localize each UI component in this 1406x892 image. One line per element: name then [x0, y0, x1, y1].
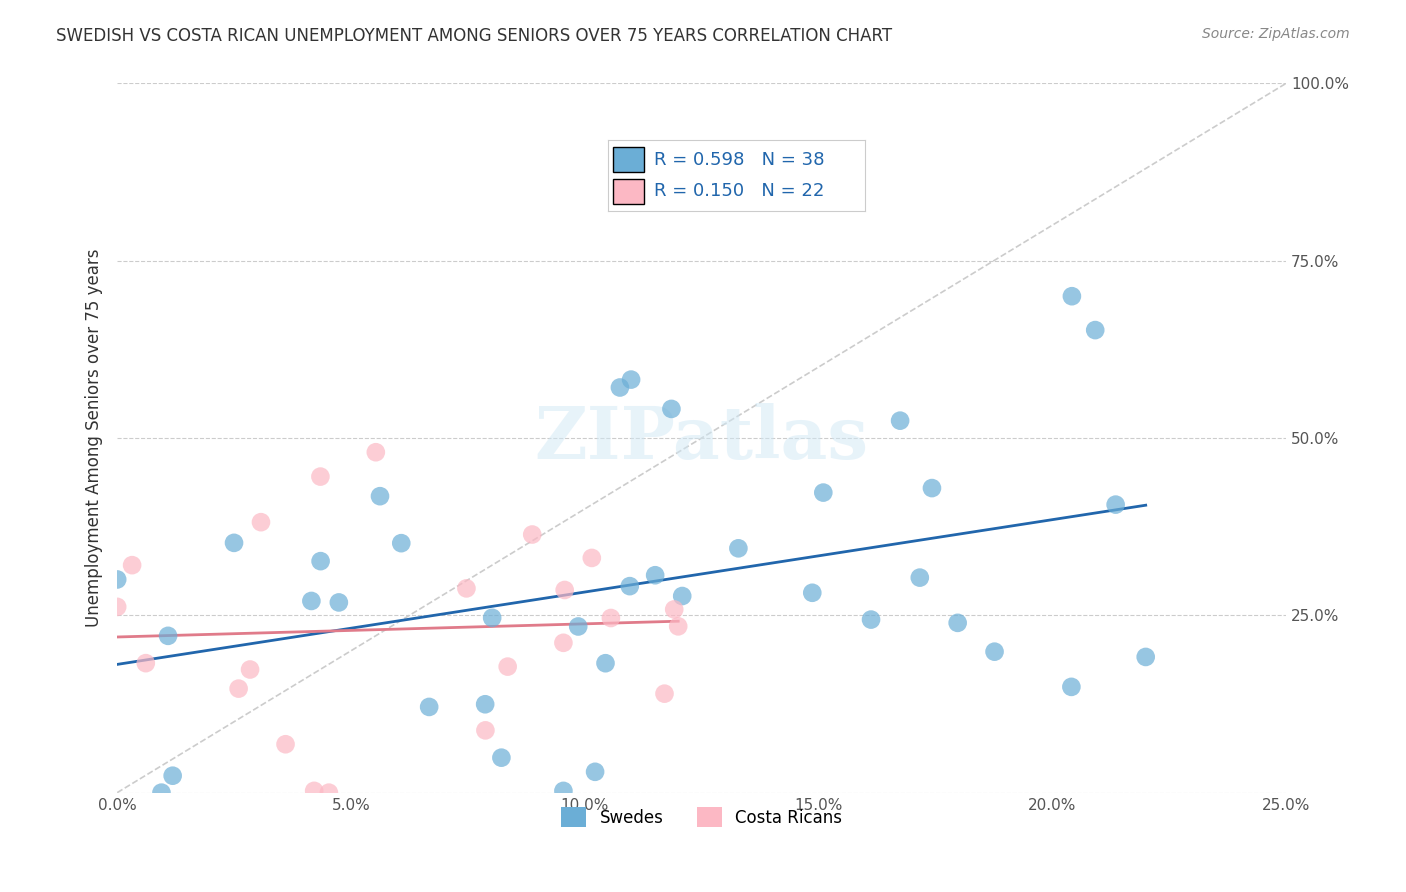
Point [302, 784, 325, 798]
Point [222, 536, 245, 550]
Point [389, 536, 412, 550]
Point [1060, 289, 1083, 303]
Text: ZIPatlas: ZIPatlas [534, 402, 869, 474]
Point [609, 380, 631, 394]
Point [522, 527, 544, 541]
Point [496, 659, 519, 673]
Point [889, 414, 911, 428]
Point [583, 764, 606, 779]
Point [368, 489, 391, 503]
Point [666, 619, 689, 633]
Point [491, 750, 513, 764]
Point [553, 636, 575, 650]
Point [661, 401, 683, 416]
Point [567, 619, 589, 633]
Point [1060, 680, 1083, 694]
Point [105, 573, 128, 587]
Point [620, 373, 643, 387]
Point [581, 550, 603, 565]
Point [727, 541, 749, 556]
Point [299, 594, 322, 608]
Point [553, 784, 575, 798]
Point [474, 723, 496, 738]
Point [274, 737, 297, 751]
Point [162, 769, 184, 783]
Point [418, 700, 440, 714]
Point [481, 611, 503, 625]
Point [946, 615, 969, 630]
Point [908, 571, 931, 585]
Point [318, 786, 340, 800]
Point [309, 554, 332, 568]
Point [1135, 649, 1157, 664]
Point [121, 558, 143, 573]
Point [664, 602, 686, 616]
Point [105, 599, 128, 614]
Point [1084, 323, 1107, 337]
Point [801, 586, 824, 600]
Point [309, 469, 332, 483]
Point [619, 579, 641, 593]
Point [860, 613, 883, 627]
Point [228, 681, 250, 696]
Point [328, 595, 350, 609]
Point [554, 582, 576, 597]
Point [1104, 498, 1126, 512]
Point [595, 657, 617, 671]
Point [599, 611, 621, 625]
Point [813, 485, 835, 500]
Point [671, 589, 693, 603]
Y-axis label: Unemployment Among Seniors over 75 years: Unemployment Among Seniors over 75 years [86, 249, 103, 627]
Point [921, 481, 943, 495]
Point [239, 663, 262, 677]
Point [474, 698, 496, 712]
Text: SWEDISH VS COSTA RICAN UNEMPLOYMENT AMONG SENIORS OVER 75 YEARS CORRELATION CHAR: SWEDISH VS COSTA RICAN UNEMPLOYMENT AMON… [56, 27, 893, 45]
Point [157, 629, 180, 643]
Text: Source: ZipAtlas.com: Source: ZipAtlas.com [1202, 27, 1350, 41]
Point [150, 786, 173, 800]
Point [644, 568, 666, 582]
Point [364, 445, 387, 459]
Legend: Swedes, Costa Ricans: Swedes, Costa Ricans [554, 800, 849, 834]
Point [135, 656, 157, 670]
Point [250, 515, 273, 529]
Point [456, 582, 478, 596]
Point [654, 687, 676, 701]
Point [983, 645, 1005, 659]
